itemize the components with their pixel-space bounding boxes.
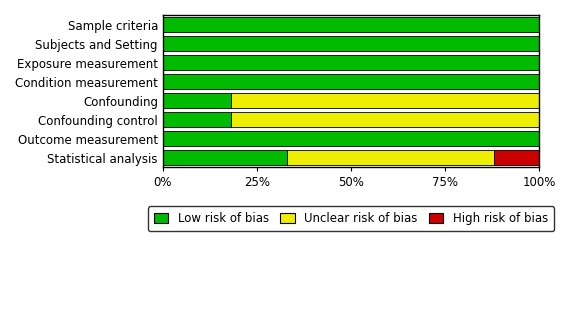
Bar [163,74,540,89]
Legend: Low risk of bias, Unclear risk of bias, High risk of bias: Low risk of bias, Unclear risk of bias, … [148,206,554,231]
Bar [163,112,231,127]
Bar [163,17,540,32]
Bar [163,131,540,146]
Bar [163,55,540,70]
Bar [163,36,540,51]
Bar [231,112,540,127]
Bar [163,93,231,108]
Bar [494,150,540,165]
Bar [163,150,287,165]
Bar [287,150,494,165]
Bar [231,93,540,108]
